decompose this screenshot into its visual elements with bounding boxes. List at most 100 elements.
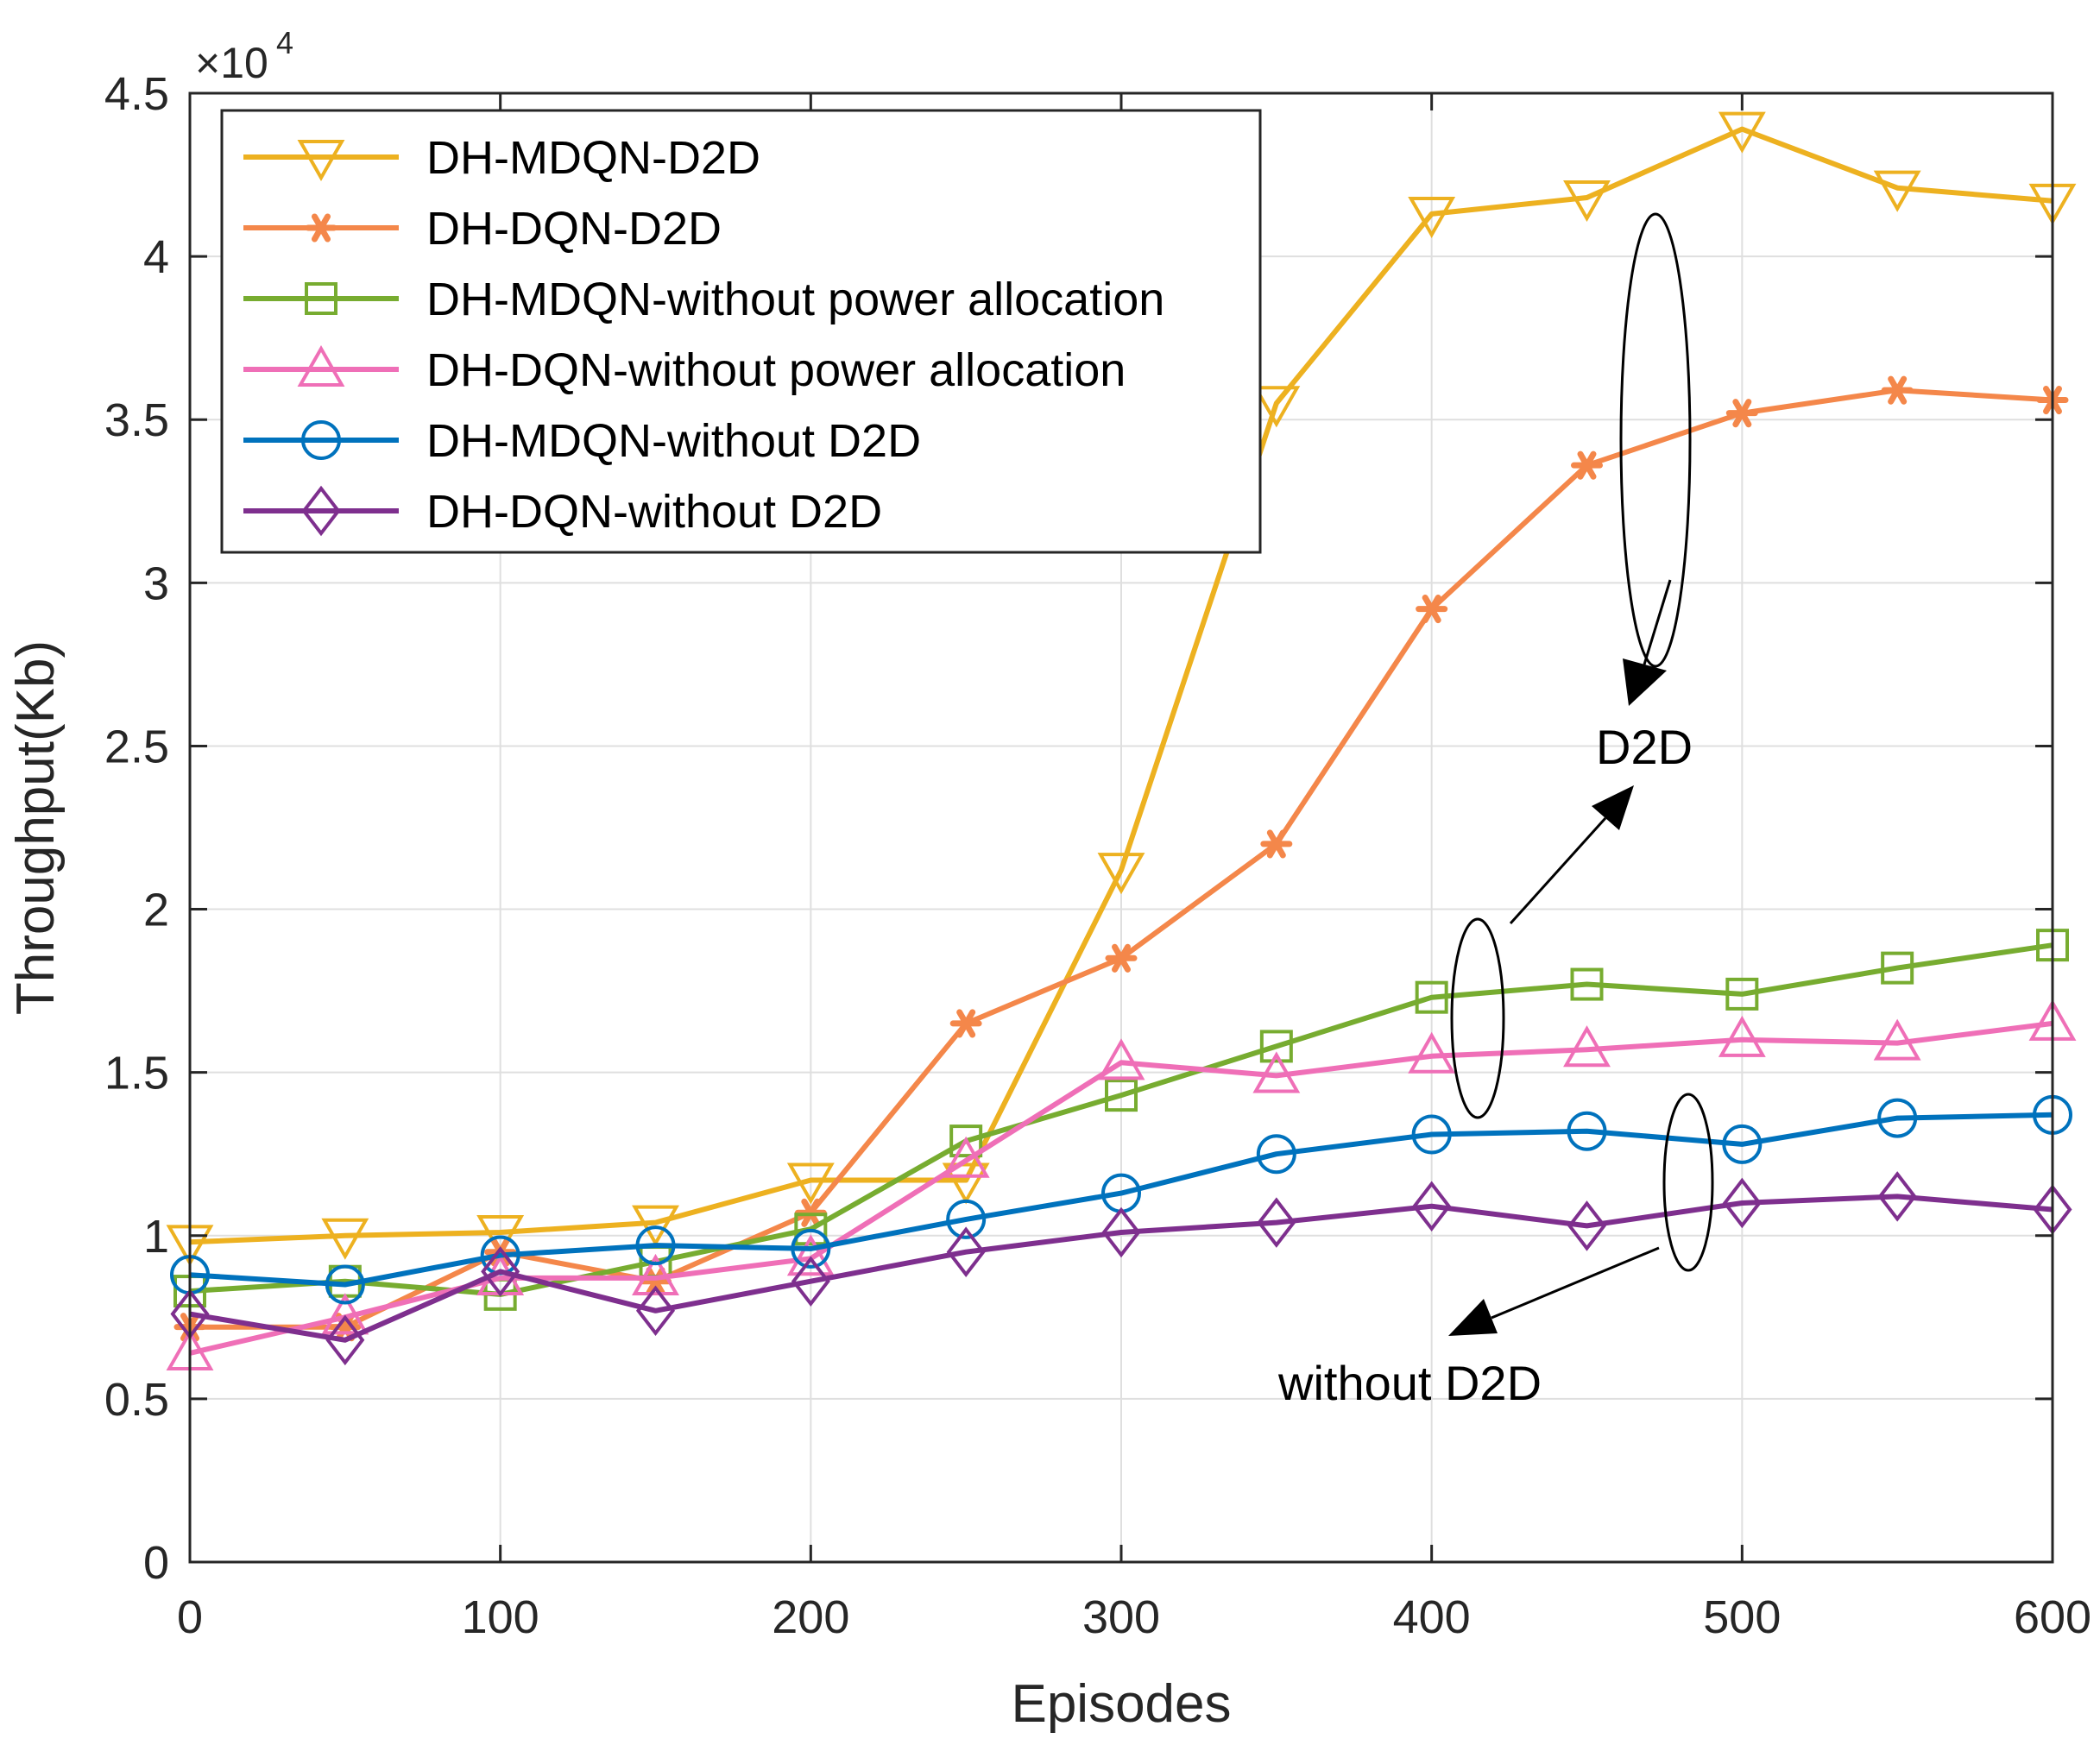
legend-entry: DH-DQN-without D2D	[243, 485, 882, 538]
middle-group-ellipse	[1450, 917, 1505, 1119]
x-tick-label: 300	[1082, 1591, 1160, 1643]
y-axis-exponent-multiplier: ×10	[195, 39, 268, 87]
arrow-head-icon	[1448, 1299, 1498, 1336]
y-tick-label: 0	[143, 1537, 169, 1589]
data-point	[1718, 111, 1766, 154]
data-point	[1725, 399, 1758, 428]
legend: DH-MDQN-D2D DH-DQN-D2D DH-MDQN-without pow…	[220, 109, 1262, 554]
data-point	[1257, 1197, 1296, 1248]
series-line	[189, 126, 2053, 1245]
x-tick-label: 100	[462, 1591, 539, 1643]
y-tick-label: 4.5	[104, 68, 169, 120]
data-point	[476, 1214, 525, 1257]
data-point	[1722, 1124, 1763, 1164]
data-point	[1722, 1177, 1762, 1229]
y-axis-title: Throughput(Kb)	[6, 640, 66, 1015]
data-point	[1256, 1134, 1296, 1175]
legend-marker	[301, 420, 341, 460]
y-tick-label: 4	[143, 231, 169, 283]
data-point	[1416, 595, 1448, 624]
x-tick-label: 200	[772, 1591, 849, 1643]
data-point	[1408, 196, 1456, 238]
data-point	[1411, 1114, 1452, 1155]
data-point	[791, 1228, 831, 1269]
ticks: 0 100 200 300 400 500 600 0 0.5 1 1.5 2 2.5 3 3.5 4 4.5	[104, 68, 2091, 1643]
series-dh-dqn-without-d2d	[170, 1171, 2072, 1366]
legend-marker	[297, 344, 345, 387]
y-tick-label: 3	[143, 558, 169, 609]
data-point	[1567, 1111, 1607, 1151]
d2d-group-ellipse	[1619, 212, 1692, 668]
legend-label: DH-DQN-D2D	[426, 203, 722, 255]
y-tick-label: 3.5	[104, 394, 169, 446]
data-point	[1408, 1031, 1456, 1074]
y-axis-exponent-power: 4	[276, 25, 293, 60]
data-point	[484, 1238, 517, 1267]
legend-entry: DH-MDQN-without D2D	[243, 415, 921, 467]
data-point	[1105, 943, 1138, 973]
legend-entry: DH-MDQN-without power allocation	[243, 274, 1164, 325]
data-point	[1101, 1206, 1141, 1258]
data-point	[1881, 951, 1914, 985]
data-point	[1571, 450, 1603, 480]
legend-label: DH-DQN-without D2D	[426, 486, 882, 538]
annotation-d2d: D2D	[1596, 720, 1693, 774]
legend-label: DH-MDQN-without power allocation	[426, 274, 1164, 325]
data-point	[1718, 1015, 1766, 1057]
series-dh-mdqn-d2d	[166, 111, 2077, 1267]
x-axis-title: Episodes	[1011, 1674, 1231, 1734]
data-point	[1259, 1030, 1293, 1063]
data-point	[1873, 170, 1921, 212]
legend-entries: DH-MDQN-D2D DH-DQN-D2D DH-MDQN-without pow…	[243, 132, 1164, 538]
legend-label: DH-MDQN-D2D	[426, 132, 760, 184]
data-point	[1415, 980, 1448, 1014]
legend-label: DH-MDQN-without D2D	[426, 415, 921, 467]
data-point	[1873, 1018, 1921, 1061]
data-point	[1097, 1038, 1145, 1080]
data-point	[1105, 1079, 1138, 1112]
y-tick-label: 2.5	[104, 721, 169, 772]
x-tick-label: 600	[2014, 1591, 2091, 1643]
legend-marker	[305, 213, 337, 243]
arrow-line-to-d2d-up	[1509, 816, 1607, 925]
data-point	[321, 1218, 369, 1260]
legend-label: DH-DQN-without power allocation	[426, 344, 1126, 396]
data-point	[640, 1267, 672, 1296]
data-point	[942, 1162, 990, 1205]
data-point	[632, 1205, 679, 1247]
data-point	[786, 1234, 835, 1276]
data-point	[635, 1285, 676, 1337]
data-point	[1097, 853, 1145, 895]
legend-marker	[305, 282, 337, 315]
data-point	[946, 1226, 986, 1277]
data-point	[325, 1264, 365, 1305]
data-point	[1877, 1171, 1917, 1222]
data-point	[791, 1256, 830, 1307]
x-tick-label: 400	[1393, 1591, 1471, 1643]
data-point	[1563, 1025, 1611, 1068]
y-tick-label: 2	[143, 885, 169, 936]
data-point	[632, 1253, 679, 1295]
series-line	[189, 1020, 2053, 1356]
data-point	[1252, 386, 1301, 428]
data-point	[635, 1225, 676, 1266]
legend-box	[220, 109, 1262, 554]
arrow-line-to-d2d-down	[1643, 579, 1672, 665]
without-d2d-group-ellipse	[1662, 1093, 1714, 1272]
data-point	[325, 1314, 365, 1366]
annotations: D2D without D2D	[1277, 212, 1714, 1410]
legend-entry: DH-DQN-D2D	[243, 203, 722, 255]
legend-marker	[301, 485, 341, 537]
series-layer	[166, 111, 2077, 1370]
data-point	[1570, 967, 1604, 1001]
arrow-head-icon	[1592, 785, 1634, 830]
data-point	[321, 1293, 369, 1335]
data-point	[949, 1009, 982, 1038]
data-point	[786, 1162, 835, 1205]
y-tick-label: 1	[143, 1211, 169, 1263]
series-line	[189, 1194, 2053, 1343]
data-point	[1877, 1098, 1918, 1138]
arrow-line-to-without-d2d	[1491, 1246, 1660, 1320]
data-point	[1725, 977, 1759, 1011]
data-point	[942, 1136, 990, 1178]
